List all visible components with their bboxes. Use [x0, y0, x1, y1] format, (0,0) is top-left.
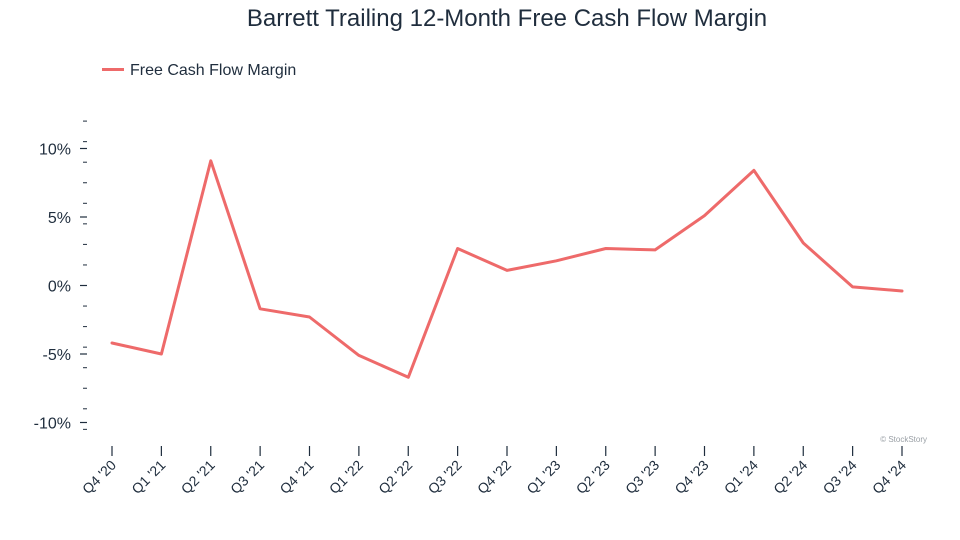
data-point	[901, 289, 904, 292]
data-point	[407, 376, 410, 379]
chart-title: Barrett Trailing 12-Month Free Cash Flow…	[247, 5, 767, 32]
credit-text: © StockStory	[880, 435, 927, 444]
legend: Free Cash Flow Margin	[102, 62, 296, 79]
x-tick-label: Q3 '23	[622, 457, 662, 497]
x-tick-label: Q3 '22	[425, 457, 465, 497]
data-point	[209, 159, 212, 162]
legend-label: Free Cash Flow Margin	[130, 62, 296, 79]
data-point	[357, 354, 360, 357]
data-point	[506, 269, 509, 272]
x-tick-label: Q1 '21	[128, 457, 168, 497]
x-tick-label: Q1 '22	[326, 457, 366, 497]
data-point	[802, 242, 805, 245]
x-tick-label: Q1 '24	[721, 457, 761, 497]
x-tick-label: Q4 '23	[671, 457, 711, 497]
x-axis: Q4 '20 Q1 '21 Q2 '21 Q3 '21 Q4 '21 Q1 '22 Q2 '…	[79, 446, 909, 497]
x-tick-label: Q2 '24	[770, 457, 810, 497]
x-tick-label: Q4 '22	[474, 457, 514, 497]
x-tick-label: Q3 '24	[820, 457, 860, 497]
data-point	[160, 353, 163, 356]
data-point	[555, 259, 558, 262]
x-tick-label: Q2 '23	[573, 457, 613, 497]
x-tick-label: Q2 '22	[375, 457, 415, 497]
x-tick-label: Q4 '21	[276, 457, 316, 497]
plot-area	[110, 159, 904, 379]
data-point	[111, 342, 114, 345]
data-point	[851, 285, 854, 288]
y-tick-label: -10%	[34, 416, 71, 433]
data-point	[752, 169, 755, 172]
x-tick-label: Q2 '21	[178, 457, 218, 497]
data-point	[604, 247, 607, 250]
y-axis: 10% 5% 0% -5% -10%	[34, 120, 87, 433]
series-line	[110, 159, 904, 379]
data-point	[703, 214, 706, 217]
x-tick-label: Q4 '20	[79, 457, 119, 497]
data-point	[259, 307, 262, 310]
y-tick-label: -5%	[43, 347, 71, 364]
data-point	[308, 316, 311, 319]
y-tick-label: 5%	[48, 210, 71, 227]
x-tick-label: Q1 '23	[523, 457, 563, 497]
x-tick-label: Q3 '21	[227, 457, 267, 497]
y-tick-label: 10%	[39, 142, 71, 159]
data-point	[654, 248, 657, 251]
x-tick-label: Q4 '24	[869, 457, 909, 497]
y-tick-label: 0%	[48, 279, 71, 296]
data-point	[456, 247, 459, 250]
